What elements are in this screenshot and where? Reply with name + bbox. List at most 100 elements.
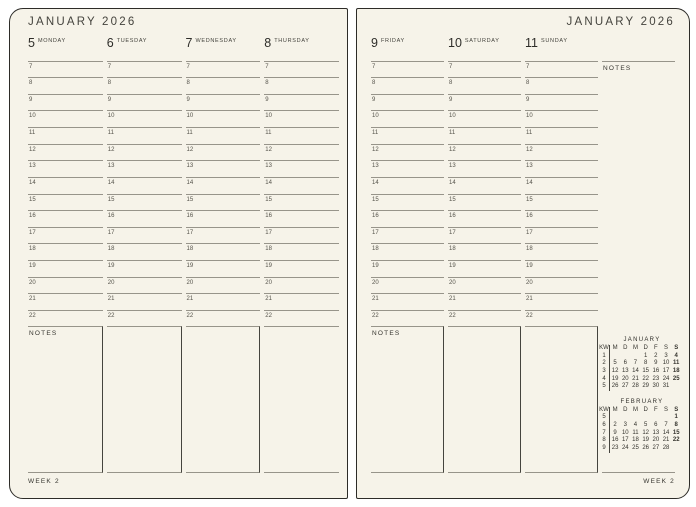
hour-label: 19 (186, 262, 194, 269)
month-title: JANUARY 2026 (28, 16, 137, 28)
hour-label: 19 (526, 262, 533, 269)
left-page: JANUARY 2026 5 MONDAY 6 TUESDAY 7 WEDNESDAY 8 T… (9, 8, 348, 499)
calendar-day: 11 (673, 360, 680, 367)
hour-label: 18 (107, 246, 115, 253)
hour-slot: 9 (185, 93, 261, 111)
calendar-day: 13 (621, 368, 629, 374)
hour-slot: 19 (448, 259, 521, 277)
hour-slot: 11 (28, 127, 103, 144)
hour-slot: 18 (525, 243, 598, 260)
calendar-day: 4 (633, 422, 638, 429)
hour-label: 17 (372, 229, 379, 236)
hour-label: 20 (186, 279, 194, 286)
day-number: 9 (371, 35, 378, 50)
hour-slot: 16 (448, 210, 521, 227)
hour-label: 17 (107, 229, 115, 236)
day-header-wednesday: 7 WEDNESDAY (186, 37, 261, 61)
hour-slot: 18 (106, 243, 182, 260)
calendar-day-header: D (623, 406, 628, 413)
hour-label: 22 (29, 312, 36, 319)
notes-column: NOTES (602, 60, 675, 327)
hour-slot: 11 (185, 127, 261, 144)
notes-cell (525, 326, 598, 474)
hour-label: 11 (29, 130, 36, 137)
calendar-day-header: S (674, 344, 679, 351)
hour-label: 19 (449, 262, 456, 269)
notes-cell (106, 326, 182, 474)
calendar-week-number: 9 (599, 445, 610, 453)
calendar-day: 21 (632, 375, 639, 382)
hour-label: 12 (186, 146, 194, 153)
hour-label: 9 (107, 96, 112, 103)
calendar-day-header: D (643, 344, 648, 351)
hour-label: 10 (526, 113, 533, 120)
day-number: 5 (28, 35, 35, 50)
calendar-day: 4 (674, 352, 678, 359)
hour-slot: 16 (106, 210, 182, 227)
calendar-day: 14 (662, 429, 670, 436)
hour-slot: 11 (106, 127, 182, 144)
hour-label: 14 (372, 179, 379, 186)
hour-slot: 8 (448, 77, 521, 94)
hour-slot: 15 (371, 193, 444, 211)
hour-slot: 9 (525, 93, 598, 111)
hour-label: 18 (265, 246, 272, 253)
week-label: WEEK 2 (643, 478, 675, 486)
calendar-week-number: 7 (599, 429, 610, 438)
calendar-day: 8 (674, 422, 678, 429)
calendar-day: 28 (632, 383, 639, 390)
hour-label: 17 (449, 229, 456, 236)
hour-label: 19 (372, 262, 379, 269)
hour-slot: 20 (28, 276, 103, 294)
hour-label: 8 (526, 80, 530, 87)
hour-slot: 16 (371, 210, 444, 227)
hour-label: 12 (372, 146, 379, 153)
hour-slot: 17 (264, 226, 339, 244)
hour-slot: 22 (448, 309, 521, 327)
hour-label: 17 (29, 229, 36, 236)
notes-row: NOTES (28, 326, 339, 474)
calendar-day (641, 414, 651, 422)
calendar-day-header: S (664, 344, 669, 351)
hour-label: 20 (265, 279, 272, 286)
calendar-day: 9 (654, 360, 658, 367)
hour-label: 18 (526, 246, 533, 253)
calendar-day (610, 414, 620, 422)
hour-slot: 17 (371, 226, 444, 244)
hour-label: 9 (186, 96, 190, 103)
calendar-day: 5 (613, 360, 617, 367)
calendar-day: 24 (621, 445, 629, 452)
right-page: JANUARY 2026 9 FRIDAY 10 SATURDAY 11 SUNDAY 7… (356, 8, 690, 499)
hour-label: 15 (372, 196, 379, 203)
mini-calendar-february: FEBRUARY KW M D M D F S S 5 1 6 2 3 4 5 6 7 8 7 9 10 11 12 13 14 1… (599, 399, 685, 453)
day-name-label: MONDAY (37, 37, 66, 44)
calendar-day-header: F (654, 406, 658, 413)
hour-slot: 20 (264, 276, 339, 294)
hour-slot: 18 (371, 243, 444, 260)
hour-label: 16 (29, 213, 36, 220)
hour-label: 12 (107, 146, 115, 153)
calendar-day: 6 (623, 360, 627, 367)
hour-label: 16 (265, 213, 272, 220)
calendar-day: 10 (621, 429, 629, 436)
calendar-day: 23 (611, 445, 619, 452)
calendar-day: 25 (632, 445, 639, 452)
hour-label: 22 (526, 312, 533, 319)
hour-label: 21 (449, 296, 456, 303)
hour-slot: 13 (448, 160, 521, 177)
hour-slot: 22 (28, 309, 103, 327)
hour-slot: 15 (448, 193, 521, 211)
hour-slot: 8 (28, 77, 103, 94)
hour-label: 20 (29, 279, 36, 286)
hour-label: 7 (29, 63, 33, 70)
hour-slot: 20 (371, 276, 444, 294)
calendar-day: 3 (623, 422, 627, 429)
hour-label: 10 (29, 113, 36, 120)
hour-label: 11 (107, 130, 114, 137)
calendar-day (661, 414, 671, 422)
hour-label: 10 (265, 113, 272, 120)
calendar-week-number: 3 (599, 368, 610, 376)
calendar-day: 20 (652, 437, 660, 444)
hour-slot: 12 (185, 143, 261, 161)
day-headers-row: 5 MONDAY 6 TUESDAY 7 WEDNESDAY 8 THURSDAY (28, 37, 339, 61)
